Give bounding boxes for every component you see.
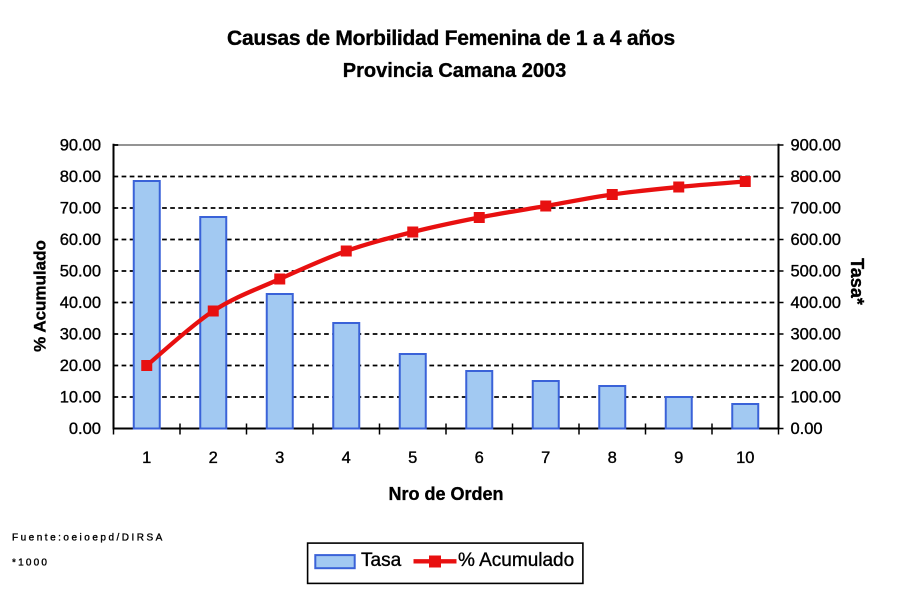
svg-text:1: 1 [142, 449, 151, 467]
svg-text:200.00: 200.00 [791, 357, 841, 375]
svg-text:8: 8 [608, 449, 617, 467]
svg-text:6: 6 [475, 449, 484, 467]
svg-text:2: 2 [209, 449, 218, 467]
svg-text:% Acumulado: % Acumulado [31, 240, 50, 352]
svg-text:3: 3 [275, 449, 284, 467]
svg-text:300.00: 300.00 [791, 326, 841, 344]
svg-text:Tasa*: Tasa* [847, 258, 867, 305]
svg-text:40.00: 40.00 [60, 294, 101, 312]
svg-text:20.00: 20.00 [60, 357, 101, 375]
svg-text:400.00: 400.00 [791, 294, 841, 312]
svg-text:% Acumulado: % Acumulado [458, 550, 574, 571]
svg-text:900.00: 900.00 [791, 137, 841, 155]
svg-text:Fuente:oeioepd/DIRSA: Fuente:oeioepd/DIRSA [12, 533, 165, 544]
svg-text:Tasa: Tasa [361, 550, 402, 571]
svg-text:800.00: 800.00 [791, 168, 841, 186]
svg-text:30.00: 30.00 [60, 326, 101, 344]
svg-text:Provincia Camana 2003: Provincia Camana 2003 [343, 60, 566, 82]
svg-text:70.00: 70.00 [60, 200, 101, 218]
svg-text:80.00: 80.00 [60, 168, 101, 186]
svg-text:4: 4 [342, 449, 351, 467]
svg-text:Causas de Morbilidad Femenina: Causas de Morbilidad Femenina de 1 a 4 a… [227, 27, 675, 50]
svg-text:90.00: 90.00 [60, 137, 101, 155]
svg-text:Nro de Orden: Nro de Orden [388, 484, 503, 504]
svg-text:*1000: *1000 [12, 558, 49, 569]
svg-text:0.00: 0.00 [69, 420, 101, 438]
svg-text:60.00: 60.00 [60, 231, 101, 249]
svg-text:9: 9 [674, 449, 683, 467]
svg-text:500.00: 500.00 [791, 263, 841, 281]
svg-text:700.00: 700.00 [791, 200, 841, 218]
svg-text:7: 7 [541, 449, 550, 467]
svg-text:10: 10 [736, 449, 754, 467]
svg-text:0.00: 0.00 [791, 420, 823, 438]
svg-text:10.00: 10.00 [60, 389, 101, 407]
svg-text:100.00: 100.00 [791, 389, 841, 407]
svg-text:600.00: 600.00 [791, 231, 841, 249]
svg-text:5: 5 [408, 449, 417, 467]
svg-text:50.00: 50.00 [60, 263, 101, 281]
